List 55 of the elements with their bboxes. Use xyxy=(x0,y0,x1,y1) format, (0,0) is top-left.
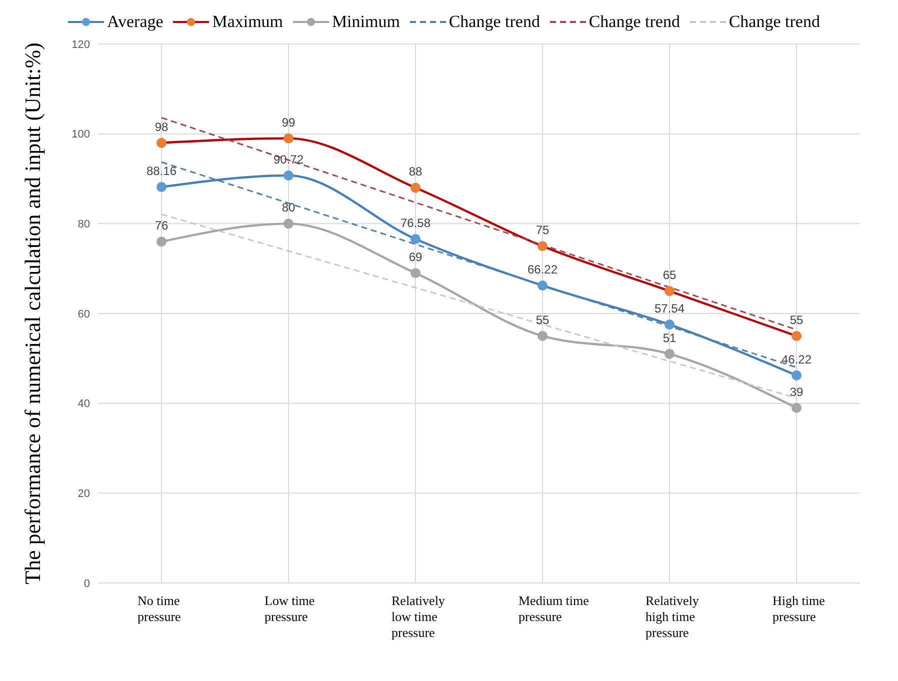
y-tick-label: 40 xyxy=(78,398,90,410)
legend-label: Average xyxy=(106,12,164,32)
y-tick-label: 80 xyxy=(78,218,90,231)
data-label: 75 xyxy=(536,223,550,238)
x-tick-label: Low time pressure xyxy=(264,593,315,624)
data-label: 76 xyxy=(154,218,168,233)
x-tick-label: High time pressure xyxy=(772,593,826,624)
legend-label: Minimum xyxy=(330,12,400,32)
x-tick-label: No time pressure xyxy=(138,593,182,624)
data-label: 88.16 xyxy=(146,164,177,178)
point xyxy=(664,320,674,330)
y-axis-title: The performance of numerical calculation and input (Unit:%) xyxy=(20,42,45,584)
data-label: 46.22 xyxy=(781,352,812,366)
data-label: 76.58 xyxy=(400,216,431,230)
data-label: 99 xyxy=(282,115,296,130)
data-label: 80 xyxy=(282,200,296,215)
point xyxy=(156,138,166,148)
point xyxy=(284,133,294,144)
data-label: 55 xyxy=(536,312,550,327)
point xyxy=(792,330,802,341)
point xyxy=(156,236,166,247)
data-label: 88 xyxy=(408,164,422,179)
data-label: 55 xyxy=(790,312,804,327)
point xyxy=(156,182,166,192)
y-tick-label: 120 xyxy=(72,38,90,51)
point xyxy=(792,402,802,413)
legend-label: Maximum xyxy=(211,12,284,32)
data-label: 66.22 xyxy=(527,262,558,277)
point xyxy=(284,218,294,229)
x-tick-label: Relatively low time pressure xyxy=(392,593,446,640)
y-tick-label: 100 xyxy=(72,128,90,141)
data-label: 57.54 xyxy=(654,302,685,316)
data-label: 98 xyxy=(154,120,168,134)
x-tick-label: Medium time pressure xyxy=(518,593,590,624)
point xyxy=(792,370,802,380)
point xyxy=(410,182,420,193)
legend-label: Change trend xyxy=(588,12,680,32)
data-label: 65 xyxy=(662,268,676,282)
point xyxy=(538,280,548,291)
point xyxy=(664,348,674,359)
point xyxy=(410,268,420,278)
point xyxy=(538,330,548,341)
point xyxy=(410,234,420,244)
data-label: 39 xyxy=(790,384,804,399)
point xyxy=(538,241,548,252)
legend-label: Change trend xyxy=(728,12,820,32)
data-label: 69 xyxy=(408,250,422,264)
data-label: 51 xyxy=(662,330,676,345)
point xyxy=(664,286,674,296)
y-tick-label: 60 xyxy=(78,308,90,320)
y-tick-label: 0 xyxy=(84,578,90,590)
point xyxy=(284,170,294,181)
y-tick-label: 20 xyxy=(78,488,90,500)
legend-label: Change trend xyxy=(448,12,540,32)
x-tick-label: Relatively high time pressure xyxy=(646,593,700,640)
